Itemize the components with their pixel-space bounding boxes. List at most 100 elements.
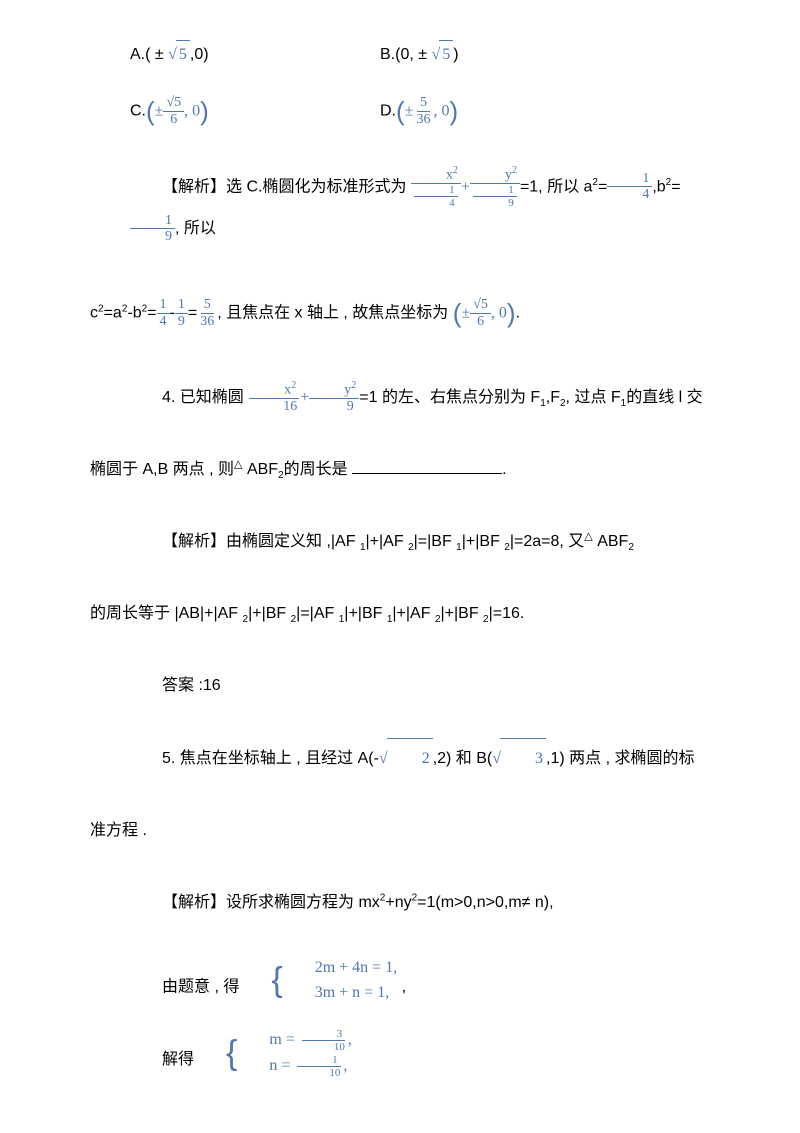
- analysis-3: 【解析】设所求椭圆方程为 mx2+ny2=1(m>0,n>0,m≠ n),: [130, 883, 710, 923]
- den-36: 36: [413, 112, 433, 127]
- q4-text1: =1 的左、右焦点分别为 F: [359, 389, 540, 406]
- eq-system: 2m + 4n = 1,3m + n = 1,: [283, 955, 398, 1006]
- option-a-suffix: ,0): [190, 46, 209, 63]
- q4-text3: 的直线 l 交: [626, 389, 702, 406]
- options-row-2: C.(±√56, 0) D.(±536, 0): [130, 88, 710, 135]
- m-eq: m =: [269, 1031, 298, 1048]
- p: |+|AF: [366, 533, 409, 550]
- n: 1: [607, 171, 652, 187]
- n1: 1: [414, 184, 458, 197]
- bc-prefix: 由题意 , 得: [162, 978, 239, 995]
- n: 1: [157, 297, 170, 313]
- comma: ,: [348, 1031, 352, 1048]
- frac-14: 14: [607, 171, 652, 203]
- paren-left: (: [396, 96, 405, 126]
- n-line: n = 110,: [237, 1053, 351, 1079]
- p: |=|AF: [296, 605, 339, 622]
- f1: 14: [157, 297, 170, 329]
- by-condition: 由题意 , 得{2m + 4n = 1,3m + n = 1, ,: [130, 955, 710, 1008]
- n: 1: [175, 297, 188, 313]
- comma: ,: [343, 1057, 347, 1074]
- pm-d: ±: [405, 102, 414, 119]
- option-d: D.(±536, 0): [380, 88, 458, 135]
- option-b-prefix: B.(0, ±: [380, 46, 431, 63]
- period: .: [516, 305, 520, 322]
- option-a-prefix: A.( ±: [130, 46, 168, 63]
- a2-line2: 的周长等于 |AB|+|AF: [90, 605, 243, 622]
- p: |+|BF: [441, 605, 484, 622]
- analysis-1-p2: c2=a2-b2=14-19=536, 且焦点在 x 轴上 , 故焦点坐标为 (…: [90, 281, 710, 346]
- num-5: 5: [417, 95, 430, 111]
- eq2: 3m + n = 1,: [283, 980, 398, 1006]
- a3-rest: =1(m>0,n>0,m≠ n),: [417, 894, 553, 911]
- suffix-text: , 所以: [175, 220, 216, 237]
- p: |=|BF: [414, 533, 457, 550]
- sqrt-val-b: 5: [439, 40, 453, 70]
- question-4: 4. 已知椭圆 x216+y29=1 的左、右焦点分别为 F1,F2, 过点 F…: [130, 378, 710, 418]
- d: 9: [175, 314, 188, 329]
- sup2: 2: [453, 165, 458, 176]
- blank-fill: [352, 473, 502, 474]
- q4-text4: 的周长是: [284, 461, 352, 478]
- m-line: m = 310,: [237, 1027, 351, 1053]
- question-5: 5. 焦点在坐标轴上 , 且经过 A(-√2,2) 和 B(√3,1) 两点 ,…: [130, 738, 710, 779]
- md: 10: [299, 1041, 348, 1053]
- q4-period: .: [502, 461, 506, 478]
- c-var: c: [90, 305, 98, 322]
- sqrt-sign: √: [473, 297, 481, 312]
- y2-frac: y219: [470, 165, 520, 209]
- f2: 19: [175, 297, 188, 329]
- option-b: B.(0, ± √5): [380, 40, 459, 70]
- triangle-icon: △: [584, 531, 592, 543]
- paren-right: ): [200, 96, 209, 126]
- d: 4: [157, 314, 170, 329]
- y2-9: y29: [309, 380, 359, 414]
- d9: 9: [312, 399, 357, 414]
- eq3: =: [188, 305, 197, 322]
- d: 4: [607, 187, 652, 202]
- q4-line2: 椭圆于 A,B 两点 , 则: [90, 461, 234, 478]
- sqrt5: 5: [481, 297, 488, 312]
- sqrt2: 2: [387, 738, 433, 779]
- q4-prefix: 4. 已知椭圆: [162, 389, 248, 406]
- sup2: 2: [291, 380, 296, 391]
- eq-a: =a: [104, 305, 122, 322]
- q5-line2: 准方程 .: [90, 822, 147, 839]
- frac-19: 19: [130, 213, 175, 245]
- frac-d: 536: [413, 95, 433, 127]
- n: 5: [201, 297, 214, 313]
- y-var: y: [505, 167, 512, 182]
- q5-prefix: 5. 焦点在坐标轴上 , 且经过 A(-: [162, 750, 379, 767]
- bc-suffix: ,: [397, 978, 406, 995]
- x-var: x: [446, 167, 453, 182]
- frac-c: √56: [163, 95, 184, 127]
- sup2: 2: [351, 380, 356, 391]
- frac-sqrt5-6: √56: [470, 297, 491, 329]
- nn: 1: [297, 1054, 341, 1067]
- p: |=16.: [489, 605, 525, 622]
- analysis-2-p2: 的周长等于 |AB|+|AF 2|+|BF 2|=|AF 1|+|BF 1|+|…: [90, 594, 710, 634]
- nd: 10: [294, 1067, 343, 1079]
- q4-abf: ABF: [243, 461, 279, 478]
- question-4-line2: 椭圆于 A,B 两点 , 则△ ABF2的周长是 .: [90, 450, 710, 490]
- mn: 3: [302, 1028, 346, 1041]
- answer-label: 答案 :16: [130, 666, 710, 706]
- eq1-text: =1, 所以 a: [520, 178, 592, 195]
- options-row-1: A.( ± √5,0) B.(0, ± √5): [130, 40, 710, 70]
- solved-prefix: 解得: [162, 1051, 194, 1068]
- plus-ny: +ny: [385, 894, 411, 911]
- n1b: 1: [473, 184, 517, 197]
- mid-text: ,b: [652, 178, 665, 195]
- line2-text: , 且焦点在 x 轴上 , 故焦点坐标为: [217, 305, 453, 322]
- s: 2: [628, 542, 634, 553]
- x2-frac: x214: [411, 165, 461, 209]
- option-c: C.(±√56, 0): [130, 88, 380, 135]
- option-a: A.( ± √5,0): [130, 40, 380, 70]
- zero-d: , 0: [433, 102, 449, 119]
- p: |+|AF: [392, 605, 435, 622]
- sqrt3: 3: [500, 738, 546, 779]
- den-6: 6: [167, 112, 180, 127]
- plus: +: [300, 389, 309, 406]
- paren-right: ): [507, 298, 516, 328]
- p: |=2a=8, 又: [510, 533, 584, 550]
